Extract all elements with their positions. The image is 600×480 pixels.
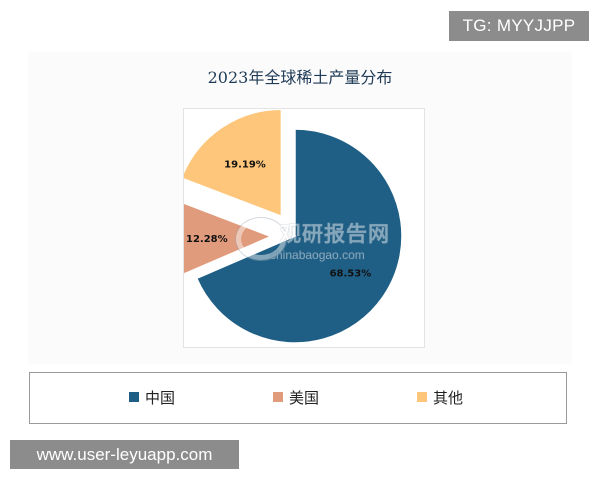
legend-item-china: 中国 (129, 387, 175, 407)
legend-label-other: 其他 (433, 388, 464, 407)
legend-swatch-other (417, 392, 427, 402)
pie-chart: 68.53% 12.28% 19.19% (163, 108, 403, 344)
legend-label-usa: 美国 (289, 388, 320, 407)
legend-item-other: 其他 (417, 387, 463, 407)
chart-title: 2023年全球稀土产量分布 (207, 68, 393, 87)
pie-slice-china (195, 128, 403, 344)
legend-swatch-china (129, 392, 139, 402)
url-badge: www.user-leyuapp.com (10, 440, 239, 469)
data-label-other: 19.19% (224, 159, 266, 170)
pie-plot-area: 68.53% 12.28% 19.19% (163, 108, 425, 348)
legend-item-usa: 美国 (273, 387, 319, 407)
pie-slice-other (180, 108, 283, 218)
data-label-usa: 12.28% (186, 234, 228, 245)
legend-swatch-usa (273, 392, 283, 402)
data-label-china: 68.53% (330, 268, 372, 279)
legend: 中国 美国 其他 (29, 372, 567, 424)
legend-label-china: 中国 (145, 388, 176, 407)
tg-badge: TG: MYYJJPP (449, 11, 589, 41)
